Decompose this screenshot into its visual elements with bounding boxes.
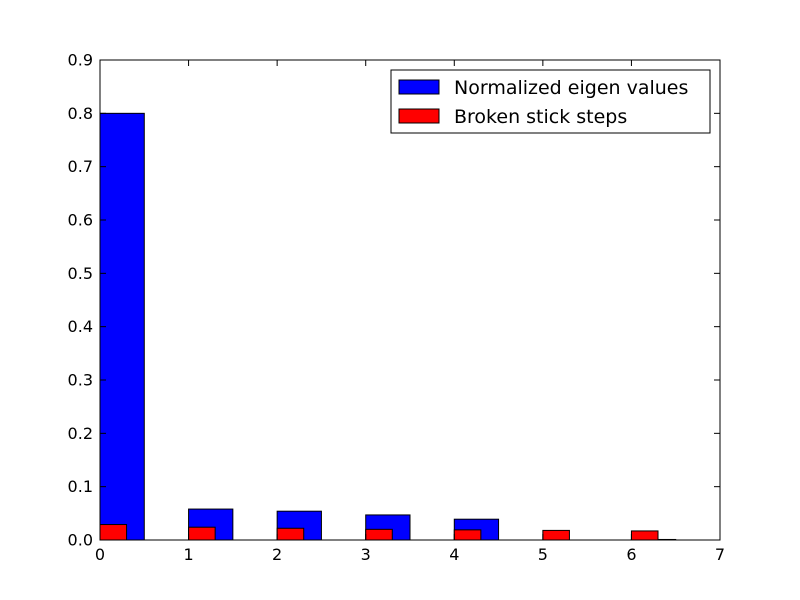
xtick-label-7: 7: [715, 545, 725, 564]
xtick-label-5: 5: [538, 545, 548, 564]
bar-series1-6: [630, 530, 659, 541]
legend-label-0: Normalized eigen values: [454, 77, 688, 99]
ytick-label-8: 0.8: [68, 104, 93, 123]
bar-series1-1: [188, 526, 216, 541]
ticks-layer: 0 1 2 3 4 5 6 7 0.0 0.1 0.2 0.3 0.4 0.5 0.6 0.7 0.8 0.9: [68, 51, 726, 565]
bar-series0-0: [99, 112, 145, 541]
legend: Normalized eigen values Broken stick step…: [390, 69, 711, 134]
ytick-label-9: 0.9: [68, 51, 93, 70]
xtick-label-6: 6: [626, 545, 636, 564]
legend-box: [390, 69, 711, 134]
ytick-label-1: 0.1: [68, 477, 93, 496]
ytick-label-6: 0.6: [68, 211, 93, 230]
xtick-label-2: 2: [272, 545, 282, 564]
bars-layer: [99, 112, 677, 541]
xtick-label-4: 4: [449, 545, 459, 564]
ytick-label-3: 0.3: [68, 371, 93, 390]
ytick-label-5: 0.5: [68, 264, 93, 283]
legend-swatch-0: [398, 79, 440, 95]
xtick-label-1: 1: [183, 545, 193, 564]
ytick-label-4: 0.4: [68, 317, 93, 336]
xtick-label-0: 0: [95, 545, 105, 564]
plot-frame: [99, 59, 721, 541]
legend-swatch-1: [398, 108, 440, 124]
bar-series1-4: [453, 529, 482, 541]
ytick-label-0: 0.0: [68, 531, 93, 550]
xtick-label-3: 3: [361, 545, 371, 564]
bar-series1-5: [542, 529, 570, 541]
legend-label-1: Broken stick steps: [454, 106, 627, 128]
ytick-label-2: 0.2: [68, 424, 93, 443]
bar-series1-0: [99, 524, 128, 541]
ytick-label-7: 0.7: [68, 157, 93, 176]
bar-series1-3: [365, 528, 393, 541]
bar-series1-2: [276, 527, 305, 541]
